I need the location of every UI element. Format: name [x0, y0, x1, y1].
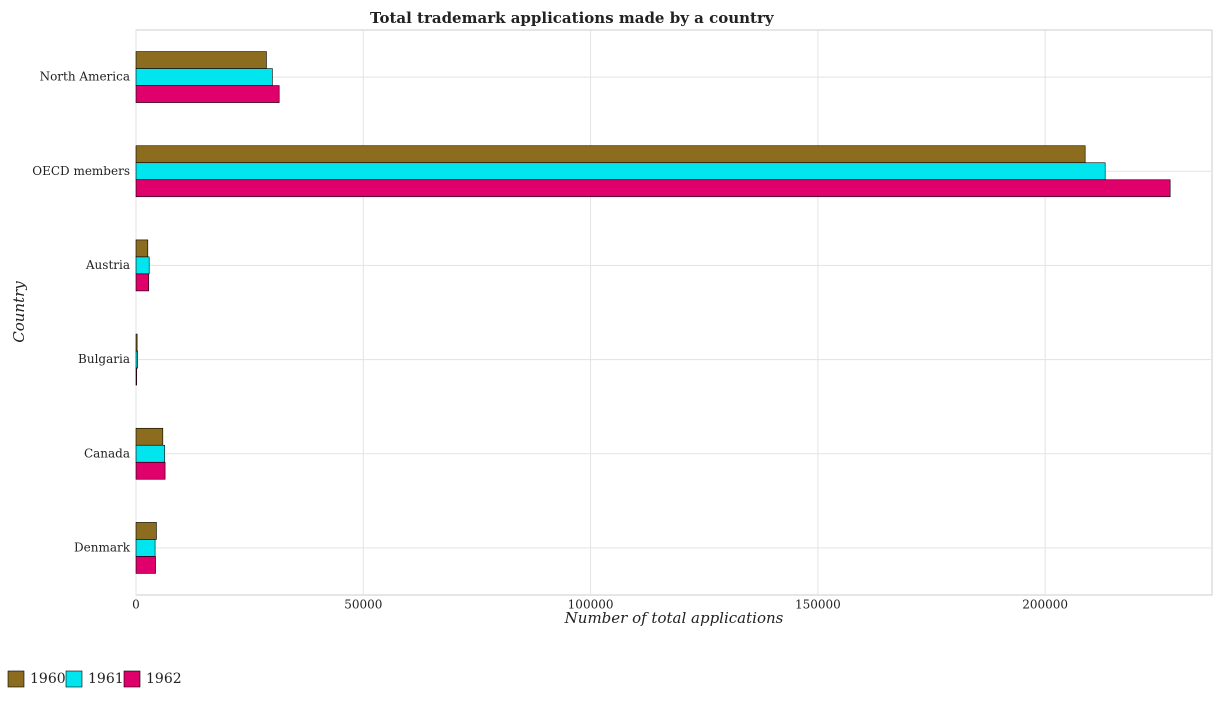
bar: [135, 256, 150, 275]
legend-label: 1961: [88, 671, 124, 687]
y-tick-label: Bulgaria: [78, 352, 130, 366]
legend-label: 1960: [30, 671, 66, 687]
bar: [135, 239, 149, 258]
chart-title: Total trademark applications made by a c…: [370, 9, 775, 27]
x-tick-label: 200000: [1022, 598, 1068, 612]
bar: [135, 145, 1086, 164]
bar: [135, 333, 138, 352]
bar: [135, 273, 150, 292]
y-tick-label: Austria: [85, 258, 130, 272]
x-tick-label: 50000: [344, 598, 382, 612]
bar: [135, 522, 157, 540]
bar: [135, 461, 166, 480]
legend-swatch: [65, 670, 83, 688]
y-tick-label: OECD members: [32, 164, 130, 178]
y-tick-label: North America: [40, 70, 130, 84]
bar: [135, 350, 138, 369]
legend-swatch: [7, 670, 25, 688]
bar: [135, 444, 165, 463]
bar: [135, 68, 273, 86]
y-tick-label: Denmark: [74, 540, 131, 554]
legend-swatch: [123, 670, 141, 688]
bar: [135, 179, 1171, 198]
x-tick-label: 100000: [568, 598, 614, 612]
x-tick-label: 150000: [795, 598, 841, 612]
legend-label: 1962: [146, 671, 182, 687]
bar: [135, 51, 267, 69]
bar: [135, 162, 1106, 181]
x-axis-label: Number of total applications: [564, 609, 784, 627]
bar: [135, 556, 156, 574]
bar: [135, 367, 137, 386]
bar: [135, 85, 280, 103]
plot-area: [135, 29, 1213, 596]
x-tick-label: 0: [132, 598, 140, 612]
y-tick-label: Canada: [84, 446, 130, 460]
y-axis-label: Country: [10, 281, 28, 343]
bar: [135, 427, 164, 446]
bar: [135, 539, 156, 557]
